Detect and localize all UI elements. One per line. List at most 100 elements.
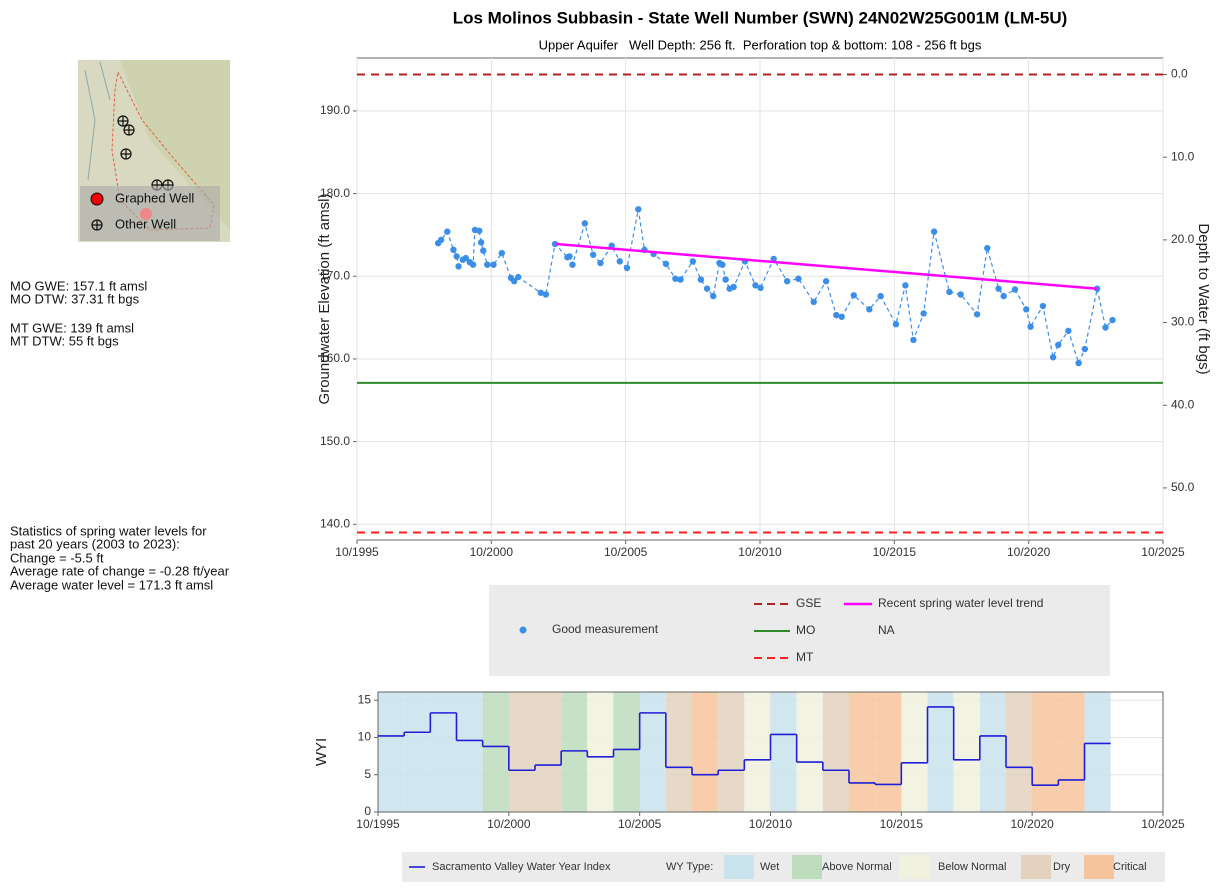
data-point — [910, 337, 916, 343]
y2-tick-label: 0.0 — [1171, 67, 1188, 81]
data-point — [698, 276, 704, 282]
y2-tick-label: 30.0 — [1171, 315, 1195, 329]
wy-type-band — [1085, 692, 1111, 812]
data-point — [893, 321, 899, 327]
data-point — [484, 261, 490, 267]
wy-type-band — [980, 692, 1006, 812]
data-point — [582, 220, 588, 226]
data-point — [438, 237, 444, 243]
y-tick-label: 0 — [364, 804, 371, 818]
data-point — [690, 258, 696, 264]
data-point — [838, 314, 844, 320]
data-point — [984, 245, 990, 251]
data-point — [480, 247, 486, 253]
data-point — [1109, 317, 1115, 323]
data-point — [795, 276, 801, 282]
page: Graphed Well Other Well MO GWE: 157.1 ft… — [0, 0, 1217, 890]
data-point — [1012, 286, 1018, 292]
data-point — [490, 261, 496, 267]
data-point — [866, 306, 872, 312]
data-point — [957, 291, 963, 297]
x-tick-label: 10/1995 — [356, 817, 400, 831]
legend-label: Wet — [760, 861, 779, 873]
legend-swatch — [1021, 855, 1051, 879]
wy-type-band — [954, 692, 980, 812]
x-tick-label: 10/2000 — [470, 545, 514, 559]
legend-label: NA — [878, 623, 895, 637]
y-axis-title: WYI — [313, 738, 330, 766]
legend-title: WY Type: — [666, 861, 713, 873]
data-point — [877, 293, 883, 299]
data-point — [569, 261, 575, 267]
data-point — [1000, 293, 1006, 299]
data-point — [1027, 323, 1033, 329]
chart-title: Los Molinos Subbasin - State Well Number… — [453, 8, 1068, 27]
wy-type-band — [535, 692, 561, 812]
wy-type-band — [614, 692, 640, 812]
wy-type-band — [744, 692, 770, 812]
legend-other-well-symbol — [92, 220, 102, 230]
legend-swatch — [724, 855, 754, 879]
data-point — [1102, 324, 1108, 330]
legend-swatch — [1084, 855, 1114, 879]
data-point — [719, 261, 725, 267]
y-tick-label: 140.0 — [320, 516, 350, 530]
x-tick-label: 10/2020 — [1007, 545, 1051, 559]
data-point — [444, 228, 450, 234]
legend-label: Sacramento Valley Water Year Index — [432, 861, 611, 873]
wy-type-band — [666, 692, 692, 812]
stats-line: past 20 years (2003 to 2023): — [10, 536, 180, 551]
data-point — [476, 228, 482, 234]
x-tick-label: 10/2015 — [873, 545, 917, 559]
legend-label: Critical — [1113, 861, 1147, 873]
data-point — [450, 247, 456, 253]
data-point — [710, 293, 716, 299]
data-point — [931, 228, 937, 234]
data-point — [811, 299, 817, 305]
data-point — [1055, 342, 1061, 348]
wy-type-band — [483, 692, 509, 812]
wy-type-band — [849, 692, 875, 812]
legend-label: Below Normal — [938, 861, 1006, 873]
data-point — [851, 292, 857, 298]
data-point — [1075, 360, 1081, 366]
wy-type-band — [1006, 692, 1032, 812]
figure: Graphed Well Other Well MO GWE: 157.1 ft… — [0, 0, 1217, 890]
wy-type-band — [823, 692, 849, 812]
legend-label: MO — [796, 623, 815, 637]
y2-axis-title: Depth to Water (ft bgs) — [1195, 223, 1212, 374]
legend-graphed-well: Graphed Well — [115, 190, 194, 205]
x-tick-label: 10/2010 — [749, 817, 793, 831]
data-point — [635, 206, 641, 212]
legend-swatch — [899, 855, 929, 879]
data-point — [624, 265, 630, 271]
stats-line: Average water level = 171.3 ft amsl — [10, 577, 213, 592]
wy-type-band — [378, 692, 404, 812]
wy-type-band — [430, 692, 456, 812]
x-tick-label: 10/2005 — [604, 545, 648, 559]
data-point — [902, 282, 908, 288]
wy-type-band — [718, 692, 744, 812]
wy-type-band — [509, 692, 535, 812]
data-point — [597, 260, 603, 266]
legend-label: Good measurement — [552, 622, 659, 636]
wy-type-band — [561, 692, 587, 812]
legend-label: MT — [796, 650, 814, 664]
y-axis-title: Groundwater Elevation (ft amsl) — [316, 194, 333, 405]
x-tick-label: 10/2010 — [738, 545, 782, 559]
legend-point — [520, 627, 527, 634]
data-point — [453, 253, 459, 259]
y-tick-label: 150.0 — [320, 434, 350, 448]
data-point — [1023, 306, 1029, 312]
legend-label: Recent spring water level trend — [878, 596, 1043, 610]
legend-other-well: Other Well — [115, 216, 176, 231]
mo-dtw: MO DTW: 37.31 ft bgs — [10, 291, 140, 306]
wy-type-band — [640, 692, 666, 812]
data-point — [722, 276, 728, 282]
legend-swatch — [792, 855, 822, 879]
data-point — [590, 252, 596, 258]
y2-tick-label: 50.0 — [1171, 480, 1195, 494]
x-tick-label: 10/2020 — [1010, 817, 1054, 831]
y2-tick-label: 40.0 — [1171, 397, 1195, 411]
data-point — [617, 258, 623, 264]
